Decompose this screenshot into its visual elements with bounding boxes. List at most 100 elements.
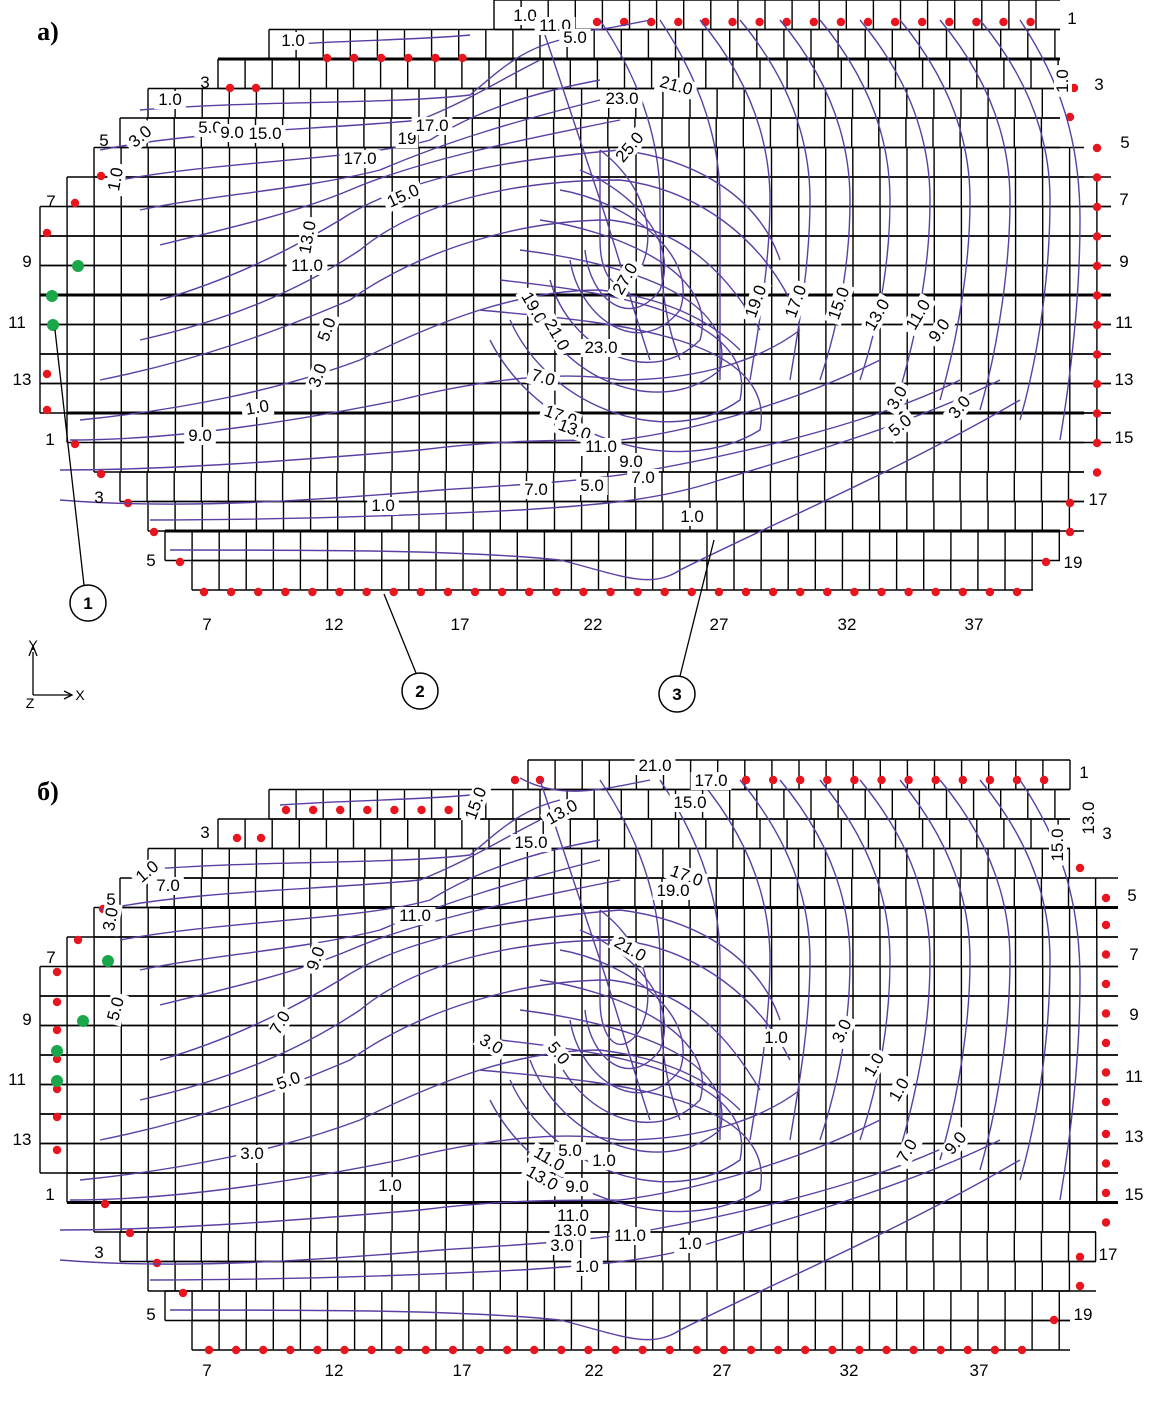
col-label: 37 — [970, 1361, 989, 1380]
contour-line — [159, 149, 781, 301]
contour-line — [59, 359, 881, 471]
contour-label: 7.0 — [152, 876, 184, 895]
row-label-left: 3 — [200, 823, 209, 842]
contour-label-text: 1.0 — [680, 507, 704, 526]
pile-dot — [42, 405, 52, 415]
pile-dot — [918, 17, 927, 27]
contour-label-text: 9.0 — [619, 452, 643, 471]
contour-line — [479, 309, 763, 453]
row-label-right: 3 — [1102, 824, 1111, 843]
contour-line — [159, 119, 621, 246]
pile-dot — [363, 805, 372, 815]
contour-line — [149, 379, 1001, 521]
contour-label-bg — [690, 772, 732, 790]
pile-dot — [855, 1345, 864, 1355]
contour-label-text: 15.0 — [514, 833, 547, 852]
contour-label-text: 17.0 — [694, 771, 727, 790]
callout-circle — [401, 672, 439, 710]
pile-dot — [254, 587, 263, 597]
pile-dot — [96, 171, 106, 181]
row-label-left: 13 — [13, 370, 32, 389]
col-label: 7 — [202, 615, 211, 634]
pile-dot — [828, 1345, 837, 1355]
pile-dot — [660, 587, 669, 597]
pile-dot — [286, 1345, 295, 1355]
contour-label: 15.0 — [510, 833, 552, 852]
pile-dot — [728, 17, 737, 27]
pile-dot — [525, 587, 534, 597]
contour-line — [579, 169, 666, 310]
contour-label: 5.0 — [313, 311, 342, 348]
panel-a: 1.011.01.0 5.01.03.0 5.09.01.015.0 1917.021… — [8, 0, 1133, 634]
contour-line — [79, 289, 741, 421]
pile-dot — [96, 469, 106, 479]
contour-line — [479, 1069, 763, 1213]
pile-dot — [1101, 920, 1111, 930]
pile-dot — [850, 775, 859, 785]
pile-dot — [313, 1345, 322, 1355]
contour-label-bg — [122, 119, 159, 154]
row-label-right: 5 — [1127, 886, 1136, 905]
contour-line — [739, 19, 811, 381]
pile-dot — [606, 587, 615, 597]
pile-dot — [611, 1345, 620, 1355]
row-label-left: 13 — [13, 1130, 32, 1149]
contour-label-bg — [740, 279, 772, 324]
pile-dot — [251, 83, 261, 93]
contour-label-text: 9.0 — [565, 1177, 589, 1196]
contour-line — [169, 1159, 1021, 1341]
contour-label-bg — [277, 32, 309, 50]
pile-dot — [719, 1345, 729, 1355]
contour-line — [739, 779, 811, 1141]
pile-dot — [232, 833, 242, 843]
contour-label-text: 1.0 — [678, 1234, 702, 1253]
pile-dot — [1075, 1252, 1085, 1262]
row-label-left: 11 — [8, 1070, 26, 1089]
pile-dot — [1092, 173, 1102, 182]
pile-dot — [125, 1228, 135, 1238]
row-label-right: 17 — [1099, 1245, 1118, 1264]
contour-label: 1.0 — [374, 1176, 406, 1195]
callout-leader — [679, 539, 715, 677]
contour-label-bg — [519, 1160, 565, 1197]
contour-label-text: 11.0 — [614, 1226, 646, 1245]
contour-label-text: 9.0 — [220, 123, 244, 142]
contour-label: 23.0 — [601, 89, 643, 108]
contour-label: 3.0 — [122, 119, 159, 154]
pile-dot-green — [51, 1045, 63, 1057]
pile-dot — [904, 587, 913, 597]
contour-label: 1.0 — [277, 31, 309, 50]
pile-dot — [1101, 1038, 1111, 1048]
pile-dot — [1101, 893, 1111, 903]
contour-line — [699, 19, 771, 381]
pile-dot — [552, 587, 561, 597]
pile-dot — [1092, 379, 1102, 389]
contour-label: 1.0 — [760, 1028, 792, 1047]
contour-label-bg — [472, 1028, 510, 1061]
pile-dot — [584, 1345, 593, 1355]
pile-dot — [259, 1345, 268, 1355]
row-label-left-lower: 5 — [146, 1305, 155, 1324]
pile-dot — [882, 1345, 891, 1355]
contour-label-bg — [304, 357, 333, 394]
contour-label-text: 5.0 — [563, 28, 587, 47]
panel-letter: б) — [37, 777, 59, 806]
contour-label-text: 11.0 — [399, 906, 431, 925]
pile-dot — [225, 83, 235, 93]
contour-line — [279, 794, 471, 806]
row-label-left: 5 — [99, 131, 108, 150]
pile-dot — [1041, 557, 1051, 567]
contour-label: 9.0 — [216, 123, 248, 142]
callout-number: 2 — [415, 682, 424, 701]
contour-line — [599, 19, 681, 361]
contour-label: 13.0 — [295, 215, 321, 259]
pile-dot — [497, 587, 507, 597]
row-label-right: 7 — [1119, 190, 1128, 209]
pile-dot — [1092, 261, 1102, 271]
pile-dot — [1065, 112, 1075, 122]
pile-dot — [1092, 409, 1102, 418]
contour-label-bg — [313, 311, 342, 348]
callout-circle — [658, 675, 696, 713]
contour-label-bg — [236, 1145, 268, 1163]
pile-dot — [796, 775, 805, 785]
